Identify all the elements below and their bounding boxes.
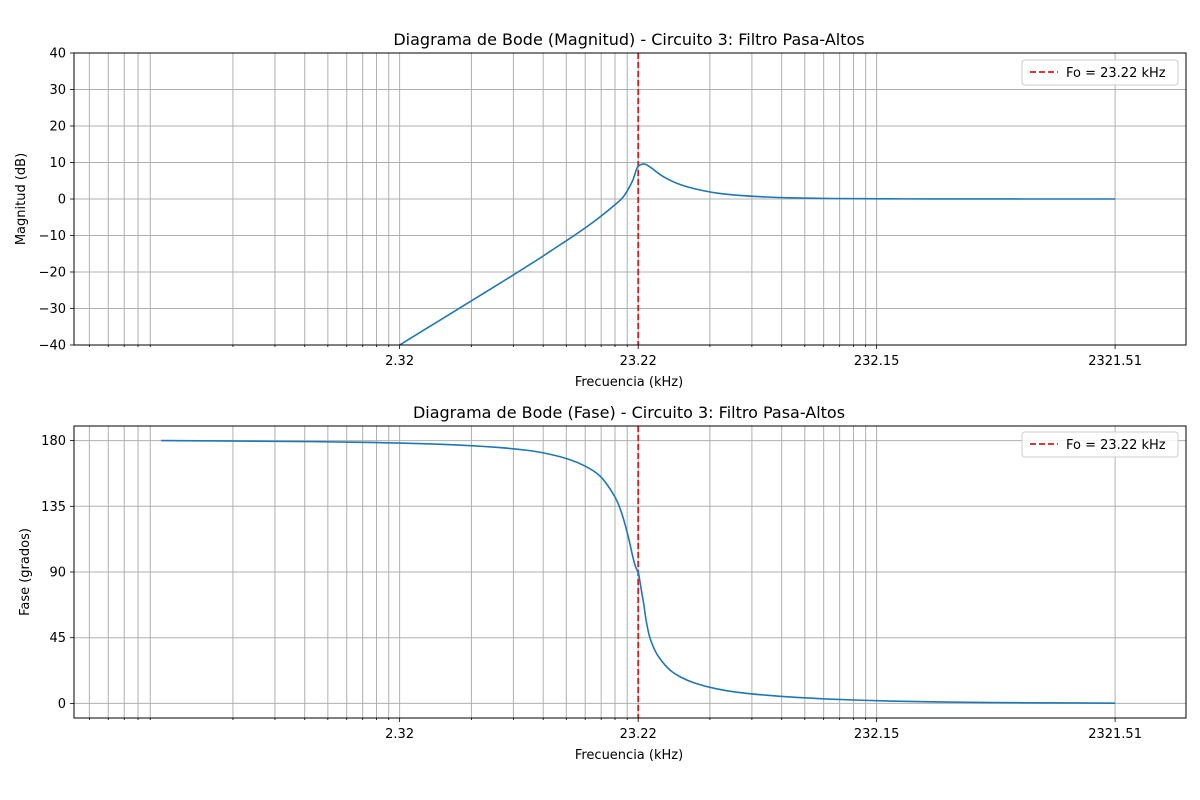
phase-legend: Fo = 23.22 kHz xyxy=(1021,431,1179,458)
phase-x-tick-label: 23.22 xyxy=(620,727,657,742)
magnitude-x-axis-label: Frecuencia (kHz) xyxy=(575,375,683,390)
phase-y-tick-label: 0 xyxy=(58,697,66,712)
phase-legend-box xyxy=(1021,431,1179,458)
magnitude-y-tick-label: −30 xyxy=(39,302,66,317)
magnitude-y-tick-label: 40 xyxy=(49,47,66,62)
magnitude-legend: Fo = 23.22 kHz xyxy=(1021,59,1179,86)
phase-y-tick-label: 90 xyxy=(49,566,66,581)
magnitude-y-tick-label: 10 xyxy=(49,156,66,171)
magnitude-y-tick-label: −20 xyxy=(39,266,66,281)
phase-series-group xyxy=(161,439,1116,704)
magnitude-chart-title: Diagrama de Bode (Magnitud) - Circuito 3… xyxy=(393,30,864,49)
phase-y-tick-label: 135 xyxy=(41,500,66,515)
phase-y-axis-label: Fase (grados) xyxy=(18,528,33,616)
phase-y-tick-label: 180 xyxy=(41,434,66,449)
magnitude-series-line xyxy=(399,163,1116,346)
magnitude-x-tick-label: 23.22 xyxy=(620,354,657,369)
phase-series-line xyxy=(161,439,1116,704)
magnitude-y-tick-label: −40 xyxy=(39,339,66,354)
phase-chart-title: Diagrama de Bode (Fase) - Circuito 3: Fi… xyxy=(413,403,845,422)
magnitude-y-tick-label: 0 xyxy=(58,193,66,208)
magnitude-y-tick-label: −10 xyxy=(39,229,66,244)
phase-x-tick-label: 232.15 xyxy=(854,727,900,742)
magnitude-y-tick-label: 30 xyxy=(49,83,66,98)
phase-x-tick-label: 2321.51 xyxy=(1088,727,1142,742)
phase-x-axis-label: Frecuencia (kHz) xyxy=(575,748,683,763)
magnitude-y-tick-label: 20 xyxy=(49,120,66,135)
phase-ticks: 2.32 23.22 232.15 2321.51 0 45 90 135 180 xyxy=(41,434,1142,742)
magnitude-plot: Diagrama de Bode (Magnitud) - Circuito 3… xyxy=(14,30,1187,390)
magnitude-legend-box xyxy=(1021,59,1179,86)
phase-y-tick-label: 45 xyxy=(49,631,66,646)
magnitude-x-tick-label: 2.32 xyxy=(385,354,414,369)
magnitude-x-tick-label: 2321.51 xyxy=(1088,354,1142,369)
magnitude-series-group xyxy=(399,163,1116,346)
phase-plot: Diagrama de Bode (Fase) - Circuito 3: Fi… xyxy=(18,403,1187,763)
magnitude-x-tick-label: 232.15 xyxy=(854,354,900,369)
phase-legend-label: Fo = 23.22 kHz xyxy=(1066,438,1166,453)
magnitude-y-axis-label: Magnitud (dB) xyxy=(14,153,29,245)
magnitude-ticks: 2.32 23.22 232.15 2321.51 −40 −30 −20 −10 0 10 20 3… xyxy=(39,47,1142,370)
magnitude-legend-label: Fo = 23.22 kHz xyxy=(1066,66,1166,81)
phase-x-tick-label: 2.32 xyxy=(385,727,414,742)
phase-grid xyxy=(74,426,1186,718)
